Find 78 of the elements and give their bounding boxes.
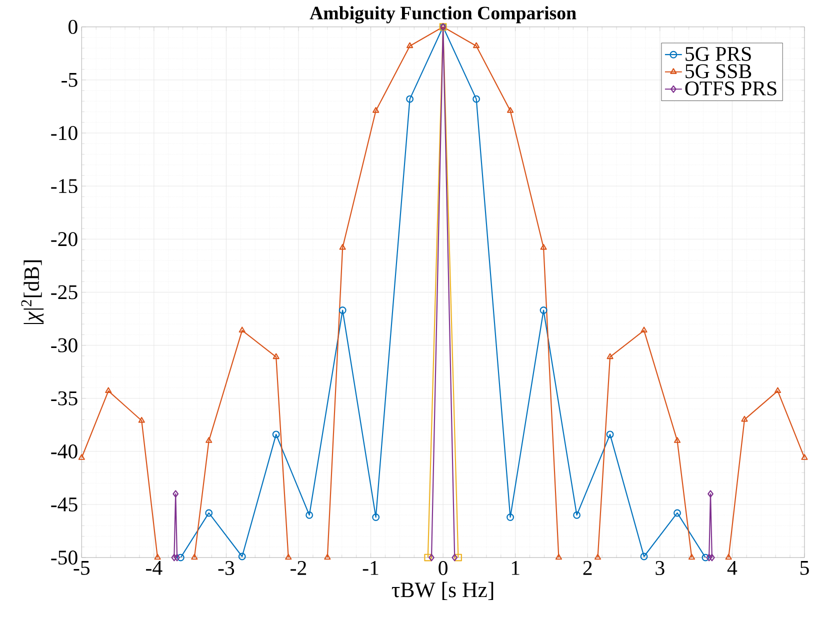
x-tick-label: 4 xyxy=(727,560,738,575)
x-tick-label: 3 xyxy=(656,560,664,575)
point xyxy=(640,552,648,560)
x-tick-label: -3 xyxy=(218,560,234,575)
point xyxy=(640,326,648,332)
chart-title: Ambiguity Function Comparison xyxy=(310,6,576,24)
point xyxy=(606,430,614,438)
y-tick-label: -20 xyxy=(51,232,78,246)
y-tick-label: -40 xyxy=(51,444,78,458)
point xyxy=(702,554,710,562)
x-tick-label: 0 xyxy=(438,560,448,575)
point xyxy=(174,554,180,562)
x-tick-label: -1 xyxy=(362,560,378,575)
point xyxy=(285,554,292,560)
point xyxy=(452,554,458,562)
point xyxy=(473,42,480,48)
point xyxy=(339,244,346,250)
point xyxy=(573,511,581,519)
point xyxy=(540,244,547,250)
point xyxy=(272,430,280,438)
point xyxy=(406,95,414,103)
point xyxy=(506,106,514,113)
point xyxy=(540,306,548,314)
y-tick-label: -35 xyxy=(51,391,78,406)
point xyxy=(191,554,198,560)
point xyxy=(709,554,715,562)
y-tick-label: -15 xyxy=(51,178,78,193)
y-axis-title: |χ|$^{2}$[dB] xyxy=(21,260,44,324)
point xyxy=(674,509,681,517)
y-tick-label: -25 xyxy=(51,285,78,300)
point xyxy=(506,513,514,521)
point xyxy=(801,454,808,460)
point xyxy=(171,554,178,562)
point xyxy=(424,554,432,562)
point xyxy=(206,436,212,443)
point xyxy=(372,513,380,521)
point xyxy=(176,554,184,562)
point xyxy=(472,95,480,103)
x-tick-label: -2 xyxy=(290,560,306,575)
y-tick-label: -30 xyxy=(51,338,78,352)
point xyxy=(338,306,346,314)
legend-label: 5G SSB xyxy=(686,64,752,78)
point xyxy=(708,490,714,498)
point xyxy=(138,416,145,423)
point xyxy=(428,554,434,562)
y-tick-label: -45 xyxy=(51,497,78,512)
point xyxy=(105,387,112,393)
x-tick-label: 5 xyxy=(800,560,809,575)
point xyxy=(306,511,314,519)
y-tick-label: -5 xyxy=(62,72,78,87)
legend-label: 5G PRS xyxy=(686,46,751,61)
point xyxy=(725,554,732,560)
point xyxy=(172,490,179,498)
point xyxy=(238,552,246,560)
point xyxy=(741,416,748,422)
point xyxy=(674,436,681,443)
point xyxy=(594,554,602,560)
point xyxy=(688,554,696,560)
x-axis-title: τBW [s Hz] xyxy=(392,582,494,600)
x-tick-label: -4 xyxy=(146,560,162,575)
point xyxy=(78,454,85,460)
point xyxy=(406,42,414,48)
point xyxy=(324,554,331,560)
point xyxy=(774,387,782,393)
x-tick-label: 1 xyxy=(512,560,520,575)
x-tick-label: 2 xyxy=(583,560,592,575)
point xyxy=(154,554,161,560)
point xyxy=(706,554,712,562)
y-tick-label: 0 xyxy=(68,20,78,34)
point xyxy=(606,353,614,359)
y-tick-label: -10 xyxy=(51,126,78,140)
legend-label: OTFS PRS xyxy=(685,81,776,96)
point xyxy=(555,554,562,560)
point xyxy=(205,509,213,517)
point xyxy=(238,326,246,332)
point xyxy=(272,353,280,359)
point xyxy=(454,554,462,562)
point xyxy=(372,106,380,113)
